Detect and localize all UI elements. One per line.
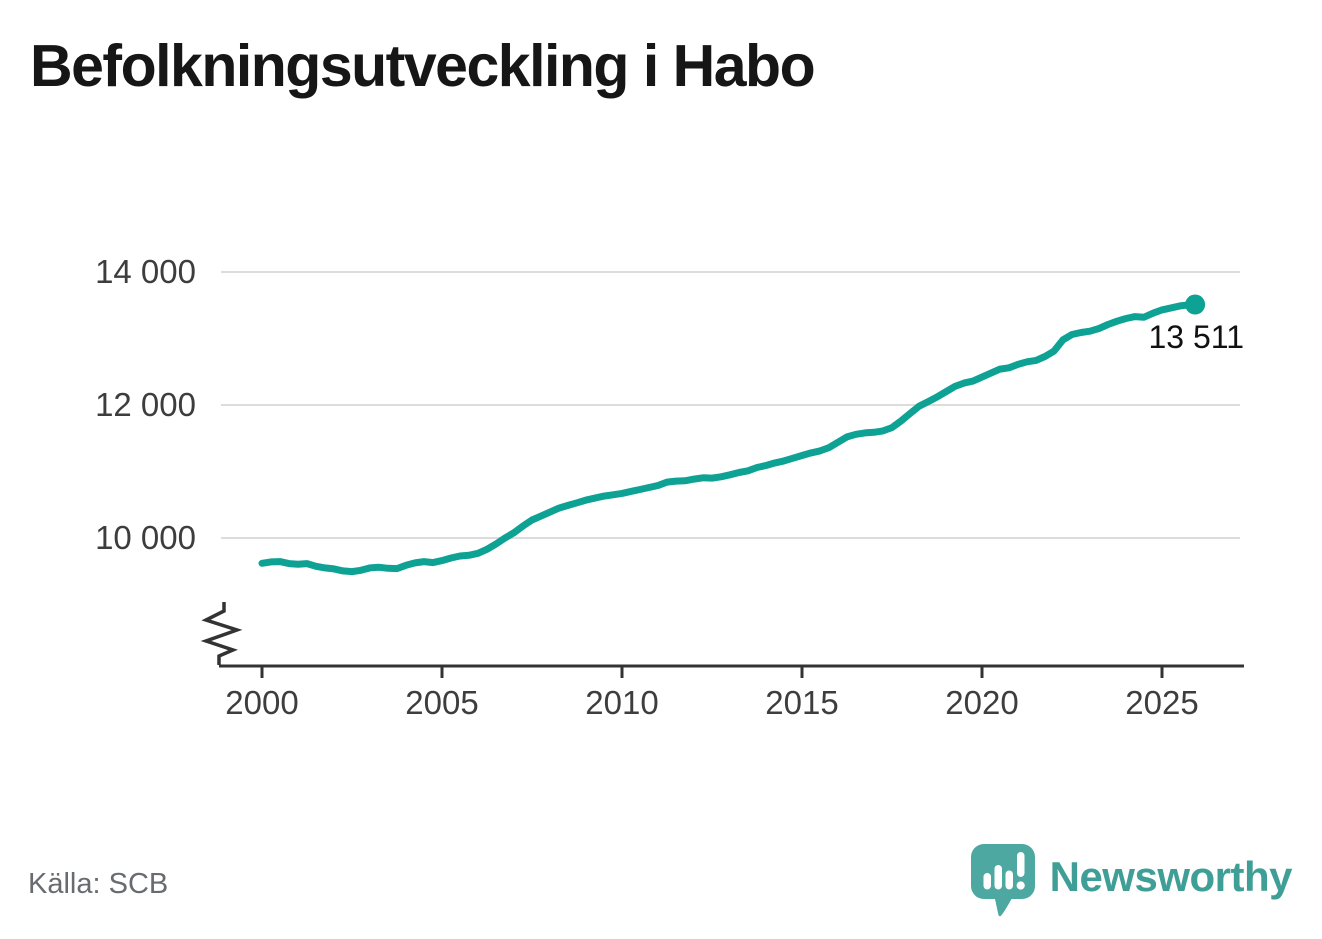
x-tick-label: 2000 [225, 684, 299, 721]
x-tick-label: 2015 [765, 684, 839, 721]
y-tick-label: 14 000 [95, 253, 196, 290]
source-note: Källa: SCB [28, 868, 169, 900]
y-tick-label: 12 000 [95, 386, 196, 423]
y-tick-label: 10 000 [95, 519, 196, 556]
population-line [258, 301, 1199, 576]
last-value-label: 13 511 [1148, 318, 1245, 355]
x-tick-label: 2020 [945, 684, 1019, 721]
axis-break-icon [200, 602, 243, 665]
page-title: Befolkningsutveckling i Habo [30, 33, 816, 99]
x-tick-label: 2025 [1125, 684, 1199, 721]
newsworthy-logo-icon [970, 844, 1035, 917]
x-tick-label: 2005 [405, 684, 479, 721]
newsworthy-branding: Newsworthy [970, 843, 1293, 919]
newsworthy-logo-text: Newsworthy [1049, 853, 1293, 900]
x-tick-label: 2010 [585, 684, 659, 721]
line-end-dot [1185, 294, 1206, 315]
